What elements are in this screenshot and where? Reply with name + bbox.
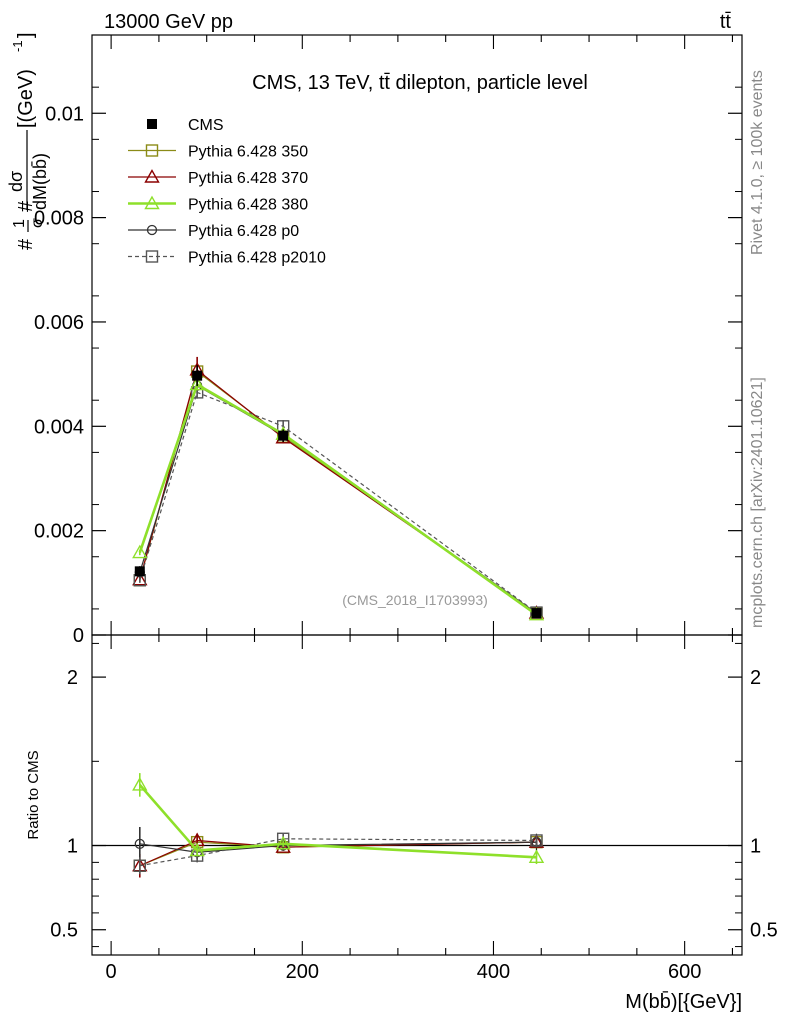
ratio-y-tick-label: 1 (67, 836, 78, 858)
main-y-tick-label: 0.01 (45, 103, 84, 125)
main-plot-title: CMS, 13 TeV, tt̄ dilepton, particle leve… (252, 72, 588, 94)
data-point (132, 571, 148, 586)
ylabel-prefix: # (15, 238, 37, 250)
main-series-pythia-6-428-380 (132, 376, 545, 621)
main-y-tick-label: 0 (73, 625, 84, 647)
ratio-point (275, 835, 291, 850)
legend: CMS Pythia 6.428 350 Pythia 6.428 370 Pythi… (128, 117, 326, 267)
main-y-tick-label: 0.006 (34, 312, 84, 334)
main-series-pythia-6-428-350 (133, 365, 543, 620)
ratio-y-tick-label-right: 2 (750, 667, 761, 689)
series-line (139, 391, 537, 614)
ratio-line (139, 838, 537, 867)
series-line (139, 370, 537, 615)
legend-marker (146, 224, 158, 236)
x-tick-label: 200 (286, 961, 319, 983)
main-y-tick-label: 0.008 (34, 208, 84, 230)
ratio-line (138, 784, 537, 859)
legend-label: Pythia 6.428 350 (188, 144, 308, 161)
mcplots-label: mcplots.cern.ch [arXiv:2401.10621] (749, 377, 766, 628)
main-series-cms (134, 365, 542, 619)
series-line (139, 384, 537, 614)
data-point (278, 430, 289, 441)
data-point (192, 370, 203, 381)
x-tick-label: 400 (477, 961, 510, 983)
legend-entry: Pythia 6.428 p2010 (128, 250, 326, 267)
ratio-point (528, 849, 545, 864)
ratio-point (275, 839, 291, 853)
main-y-tick-label: 0.004 (34, 416, 84, 438)
main-series-pythia-6-428-p2010 (133, 386, 543, 619)
ylabel-dden: dM(bb̄) (30, 153, 50, 210)
legend-marker (144, 195, 160, 210)
ratio-y-tick-label-right: 0.5 (750, 920, 778, 942)
ylabel-close: ] (15, 32, 37, 38)
ratio-point (530, 834, 543, 847)
ylabel-den: σ (29, 218, 46, 228)
x-axis-label: M(bb̄)[{GeV}] (625, 990, 742, 1013)
ratio-point (132, 776, 148, 791)
legend-entry: Pythia 6.428 370 (128, 169, 308, 187)
series-line (138, 382, 538, 616)
legend-label: Pythia 6.428 370 (188, 170, 308, 187)
x-tick-label: 0 (106, 961, 117, 983)
legend-label: CMS (188, 117, 224, 134)
ratio-y-axis-label: Ratio to CMS (25, 750, 42, 839)
legend-label: Pythia 6.428 380 (188, 197, 308, 214)
ylabel-num: 1 (11, 219, 28, 228)
ratio-point (133, 859, 146, 872)
ylabel-mid: # (15, 200, 37, 212)
data-point (531, 608, 542, 619)
ratio-y-tick-label: 0.5 (50, 920, 78, 942)
legend-entry: Pythia 6.428 380 (128, 195, 308, 214)
main-series-pythia-6-428-370 (132, 356, 545, 619)
series-line (139, 368, 537, 614)
main-y-axis-label: # 1 σ # dσ dM(bb̄) [(GeV) -1 ] (6, 32, 50, 250)
analysis-id-annotation: (CMS_2018_I1703993) (342, 592, 488, 608)
legend-entry: Pythia 6.428 p0 (128, 223, 299, 240)
legend-marker (144, 169, 160, 183)
legend-marker (145, 250, 159, 263)
main-series-layer (132, 356, 545, 621)
legend-marker (145, 144, 159, 157)
x-tick-label: 600 (668, 961, 701, 983)
ratio-y-tick-label: 2 (67, 667, 78, 689)
ratio-point (189, 842, 205, 857)
legend-entry: Pythia 6.428 350 (128, 144, 308, 161)
legend-label: Pythia 6.428 p0 (188, 223, 299, 240)
ylabel-unit: [(GeV) (15, 69, 37, 128)
ratio-y-tick-label-right: 1 (750, 836, 761, 858)
ratio-series-layer (132, 773, 545, 878)
ylabel-dnum: dσ (6, 171, 26, 192)
legend-marker (147, 119, 157, 129)
rivet-version-label: Rivet 4.1.0, ≥ 100k events (749, 70, 766, 255)
header-energy-label: 13000 GeV pp (104, 11, 233, 33)
ylabel-exp: -1 (10, 40, 25, 52)
legend-entry: CMS (147, 117, 224, 134)
ratio-series-pythia-6-428-380 (132, 773, 545, 865)
data-point (189, 376, 205, 391)
data-point (134, 566, 145, 577)
ratio-point (134, 838, 145, 849)
main-series-pythia-6-428-p0 (134, 377, 542, 619)
ratio-line (139, 839, 537, 867)
data-point (132, 544, 148, 559)
ratio-plot-frame (91, 634, 743, 956)
main-y-tick-label: 0.002 (34, 521, 84, 543)
main-axis-ticks: 0 0.002 0.004 0.006 0.008 0.01 (34, 35, 742, 647)
ratio-line (139, 841, 537, 853)
header-process-label: tt̄ (720, 11, 732, 33)
legend-label: Pythia 6.428 p2010 (188, 250, 326, 267)
